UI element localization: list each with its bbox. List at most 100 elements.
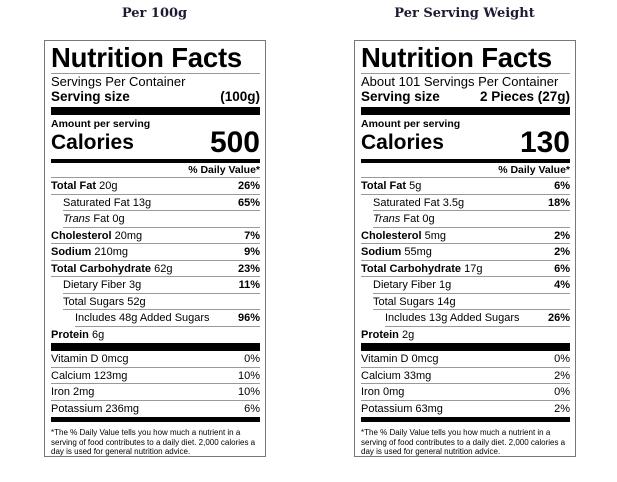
nutrient-amount: 3g xyxy=(129,279,142,291)
footnote: *The % Daily Value tells you how much a … xyxy=(51,428,256,456)
vitamin-row: Iron 2mg 10% xyxy=(51,384,260,401)
vitamin-name: Calcium 123mg xyxy=(51,369,128,382)
vitamin-row: Vitamin D 0mcg 0% xyxy=(361,351,570,368)
nutrient-row: Total Fat 20g 26% xyxy=(51,178,260,195)
nutrient-name: Total Fat xyxy=(51,180,97,192)
divider xyxy=(361,73,570,74)
vitamin-name: Calcium 33mg xyxy=(361,369,432,382)
nutrient-row: Saturated Fat 3.5g 18% xyxy=(373,195,570,211)
serving-size: Serving size (100g) xyxy=(51,89,260,104)
nutrient-name-suffix: Fat xyxy=(93,213,110,225)
nutrient-amount: 3.5g xyxy=(442,196,465,209)
vitamin-row: Vitamin D 0mcg 0% xyxy=(51,351,260,368)
vitamin-daily-value: 0% xyxy=(244,353,260,365)
nutrient-row: Dietary Fiber 3g 11% xyxy=(63,277,260,294)
nutrient-name: Dietary Fiber xyxy=(63,279,126,291)
nutrition-label: Nutrition Facts Servings Per Container S… xyxy=(44,40,266,457)
nutrient-daily-value: 65% xyxy=(237,196,260,209)
nutrient-name: Cholesterol xyxy=(361,229,422,242)
nutrient-amount: 13g xyxy=(132,196,152,209)
nutrient-amount: 20g xyxy=(99,180,118,192)
nutrient-amount: 0g xyxy=(422,213,435,225)
nutrient-row: Saturated Fat 13g 65% xyxy=(63,195,260,211)
nutrient-row: Dietary Fiber 1g 4% xyxy=(373,277,570,294)
amount-per-serving: Amount per serving xyxy=(361,118,461,130)
nutrition-label: Nutrition Facts About 101 Servings Per C… xyxy=(354,40,576,457)
vitamin-row: Iron 0mg 0% xyxy=(361,384,570,401)
nutrient-amount: 52g xyxy=(127,295,146,308)
vitamin-name: Vitamin D 0mcg xyxy=(51,353,129,365)
nutrient-name: Total Sugars xyxy=(373,295,435,308)
nutrient-amount: 20mg xyxy=(114,229,143,242)
footnote: *The % Daily Value tells you how much a … xyxy=(361,428,566,456)
vitamin-row: Calcium 33mg 2% xyxy=(361,368,570,384)
servings-per-container: About 101 Servings Per Container xyxy=(361,74,559,89)
medium-divider xyxy=(361,159,570,163)
nutrient-amount: 5g xyxy=(409,180,422,192)
nutrient-row: Total Carbohydrate 17g 6% xyxy=(361,261,570,277)
label-heading: Per Serving Weight xyxy=(394,6,535,21)
thick-divider xyxy=(51,343,260,351)
nutrient-amount: 5mg xyxy=(424,229,446,242)
thick-divider xyxy=(361,343,570,351)
nutrient-row: Protein 2g xyxy=(361,327,570,343)
nutrient-amount: 14g xyxy=(437,295,456,308)
nutrient-daily-value: 11% xyxy=(238,279,260,291)
nutrient-name-suffix: Fat xyxy=(403,213,420,225)
calories-value: 500 xyxy=(209,126,260,159)
nutrient-row: Total Sugars 52g xyxy=(63,294,260,310)
nutrient-amount: 6g xyxy=(91,328,105,341)
nutrient-daily-value: 23% xyxy=(237,262,260,275)
vitamin-daily-value: 2% xyxy=(554,402,570,415)
nutrition-facts-title: Nutrition Facts xyxy=(361,42,553,73)
nutrient-daily-value: 2% xyxy=(554,246,570,258)
nutrient-daily-value: 4% xyxy=(554,279,570,291)
nutrient-row: Trans Fat 0g xyxy=(63,211,260,228)
calories-label: Calories xyxy=(361,131,444,154)
serving-size-label: Serving size xyxy=(51,89,130,104)
nutrient-daily-value: 2% xyxy=(554,229,570,242)
nutrient-amount: 55mg xyxy=(404,246,432,258)
vitamin-daily-value: 2% xyxy=(554,369,570,382)
label-heading: Per 100g xyxy=(121,6,188,21)
nutrient-name: Total Fat xyxy=(361,180,407,192)
nutrient-name: Sodium xyxy=(51,246,92,258)
vitamin-row: Potassium 236mg 6% xyxy=(51,401,260,417)
nutrient-name: Saturated Fat xyxy=(373,196,440,209)
nutrient-name: Trans xyxy=(63,213,91,225)
nutrient-row: Total Carbohydrate 62g 23% xyxy=(51,261,260,277)
nutrient-name: Protein xyxy=(361,328,399,341)
nutrient-amount: 2g xyxy=(401,328,415,341)
vitamin-name: Potassium 236mg xyxy=(51,402,140,415)
vitamin-name: Iron 0mg xyxy=(361,386,405,398)
nutrient-name: Includes 48g Added Sugars xyxy=(75,312,210,324)
vitamin-daily-value: 10% xyxy=(237,369,260,382)
nutrient-name: Sodium xyxy=(361,246,402,258)
nutrient-daily-value: 26% xyxy=(547,312,570,324)
nutrient-row: Trans Fat 0g xyxy=(373,211,570,228)
serving-size: Serving size 2 Pieces (27g) xyxy=(361,89,570,104)
vitamin-daily-value: 10% xyxy=(237,386,260,398)
vitamin-daily-value: 0% xyxy=(554,386,570,398)
vitamin-daily-value: 6% xyxy=(244,402,260,415)
nutrient-daily-value: 9% xyxy=(244,246,260,258)
nutrient-name: Protein xyxy=(51,328,89,341)
servings-per-container: Servings Per Container xyxy=(51,74,186,89)
medium-divider xyxy=(51,417,260,422)
nutrient-row: Total Sugars 14g xyxy=(373,294,570,310)
vitamin-name: Vitamin D 0mcg xyxy=(361,353,439,365)
medium-divider xyxy=(361,417,570,422)
vitamin-row: Potassium 63mg 2% xyxy=(361,401,570,417)
vitamin-name: Iron 2mg xyxy=(51,386,95,398)
vitamin-daily-value: 0% xyxy=(554,353,570,365)
nutrient-name: Cholesterol xyxy=(51,229,112,242)
nutrient-name: Total Sugars xyxy=(63,295,125,308)
nutrient-daily-value: 26% xyxy=(237,180,260,192)
calories-value: 130 xyxy=(519,126,570,159)
nutrition-facts-title: Nutrition Facts xyxy=(51,42,243,73)
nutrient-row: Cholesterol 5mg 2% xyxy=(361,228,570,244)
calories-row: Calories 500 xyxy=(51,126,260,159)
nutrient-name: Dietary Fiber xyxy=(373,279,436,291)
nutrient-name: Trans xyxy=(373,213,401,225)
calories-row: Calories 130 xyxy=(361,126,570,159)
